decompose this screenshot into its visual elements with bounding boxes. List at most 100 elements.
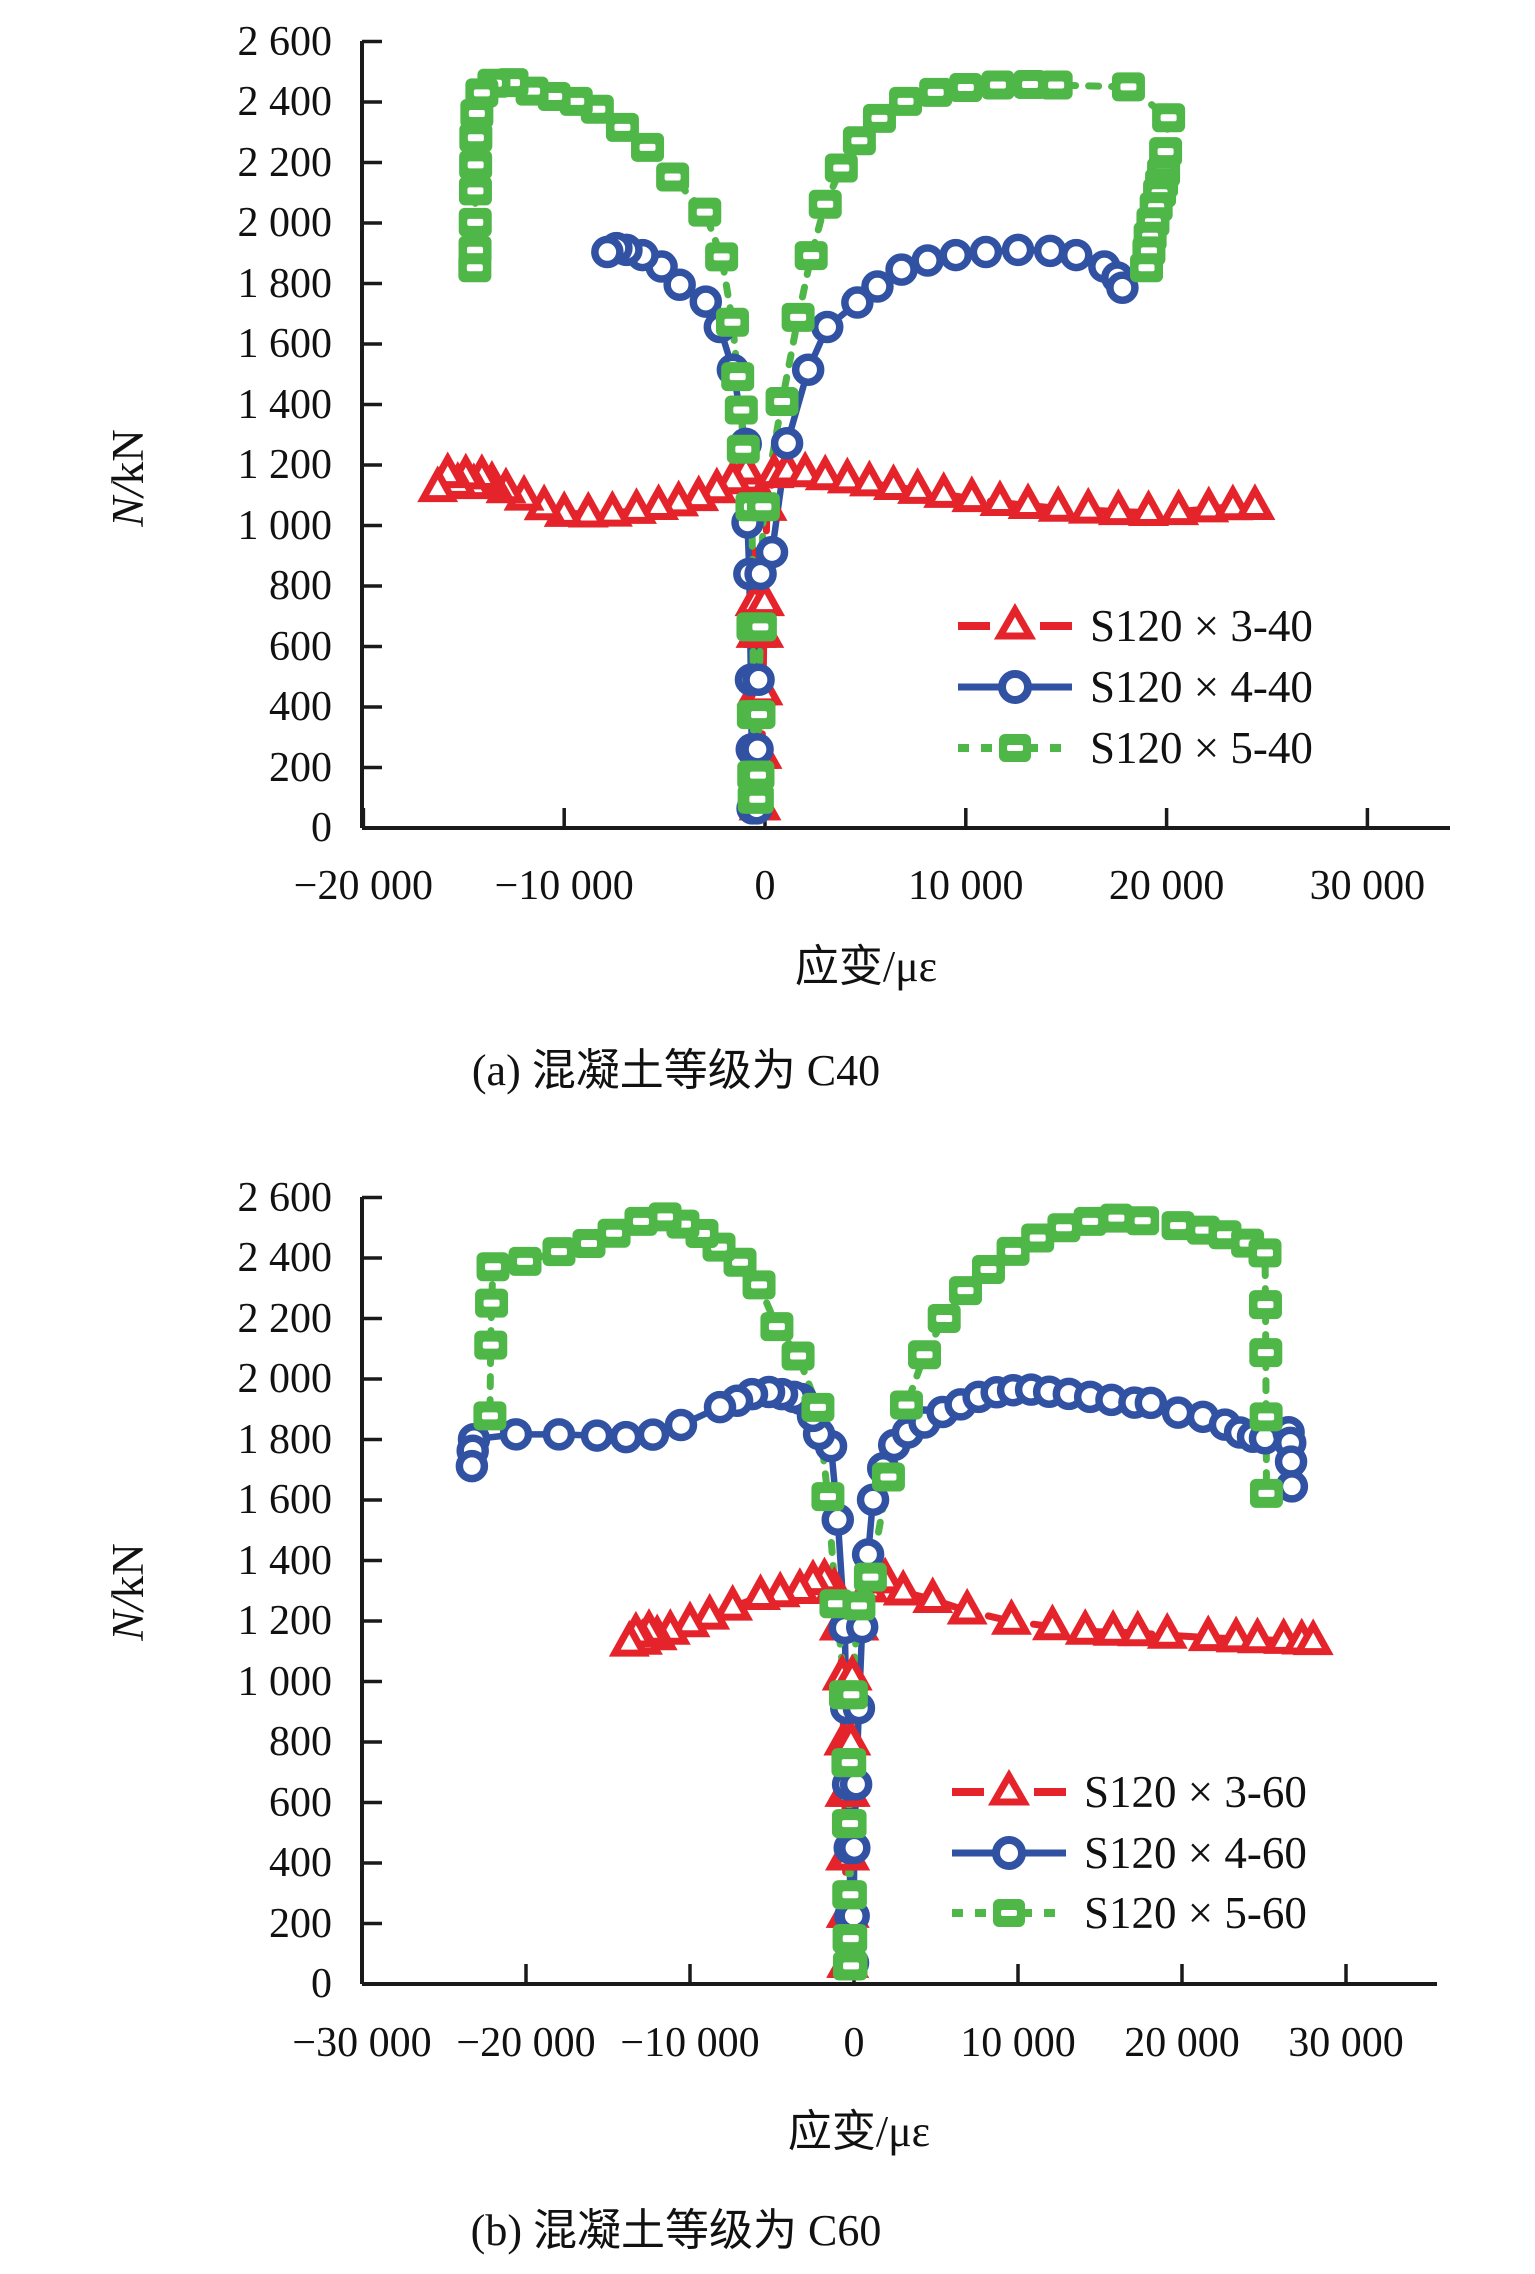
circle-marker — [609, 1420, 643, 1454]
circle-marker — [1275, 1470, 1309, 1503]
y-tick-label: 400 — [269, 684, 332, 730]
circle-marker — [663, 268, 696, 301]
y-tick-label: 2 200 — [237, 139, 333, 186]
circle-marker — [542, 1418, 576, 1451]
circle-marker — [689, 285, 723, 318]
triangle-marker — [979, 479, 1021, 517]
x-tick-label: −30 000 — [292, 2020, 432, 2066]
triangle-marker — [1234, 483, 1276, 520]
circle-marker — [885, 253, 918, 286]
triangle-marker — [1292, 1618, 1334, 1656]
legend-label: S120 × 5-60 — [1084, 1888, 1307, 1938]
circle-marker — [664, 1408, 698, 1442]
x-tick-label: 0 — [843, 2020, 865, 2066]
y-tick-label: 1 000 — [237, 1658, 333, 1705]
triangle-marker — [678, 474, 720, 512]
triangle-marker — [1031, 1603, 1073, 1641]
triangle-marker — [923, 471, 965, 508]
circle-marker — [742, 663, 775, 697]
triangle-marker — [616, 487, 657, 524]
circle-marker — [591, 235, 624, 269]
y-tick-label: 1 000 — [237, 502, 333, 549]
y-tick-label: 800 — [269, 563, 332, 609]
circle-marker — [455, 1449, 489, 1483]
triangle-marker — [567, 490, 609, 528]
y-tick-label: 1 400 — [237, 381, 333, 428]
legend-label: S120 × 5-40 — [1090, 723, 1313, 773]
legend-row: S120 × 3-60 — [950, 1764, 1307, 1820]
legend-label: S120 × 3-40 — [1090, 601, 1313, 651]
triangle-marker — [1128, 489, 1169, 526]
y-tick-label: 2 200 — [237, 1295, 333, 1342]
legend-marker-circle-icon — [958, 670, 1072, 704]
y-tick-label: 1 200 — [237, 442, 333, 488]
y-tick-label: 0 — [311, 1961, 332, 2007]
x-tick-label: 0 — [754, 863, 776, 909]
triangle-marker — [873, 463, 914, 500]
triangle-marker — [951, 475, 993, 513]
triangle-marker — [912, 1576, 954, 1614]
x-tick-label: 10 000 — [960, 2020, 1076, 2066]
triangle-marker — [1236, 1616, 1278, 1654]
circle-marker — [861, 270, 894, 303]
triangle-marker — [1097, 488, 1139, 526]
triangle-marker — [1158, 488, 1200, 526]
y-tick-label: 200 — [269, 744, 332, 791]
circle-marker — [703, 1390, 737, 1424]
triangle-marker — [669, 1600, 711, 1638]
circle-marker — [741, 733, 774, 766]
legend-row: S120 × 4-60 — [950, 1825, 1307, 1881]
triangle-marker — [826, 456, 868, 494]
triangle-marker — [712, 1583, 754, 1621]
circle-marker — [1134, 1386, 1168, 1420]
x-tick-label: 20 000 — [1108, 863, 1225, 909]
circle-marker — [580, 1419, 614, 1452]
triangle-marker — [1064, 1608, 1106, 1645]
y-tick-label: 1 400 — [237, 1537, 333, 1584]
legend-row: S120 × 5-40 — [956, 720, 1313, 776]
triangle-marker — [1037, 485, 1079, 522]
triangle-marker — [740, 1573, 781, 1610]
y-tick-label: 1 600 — [237, 1477, 333, 1523]
legend-row: S120 × 4-40 — [956, 659, 1313, 715]
circle-marker — [1161, 1396, 1195, 1429]
x-axis-label-b: 应变/με — [787, 2107, 931, 2156]
y-tick-label: 1 800 — [237, 1416, 333, 1463]
circle-marker — [755, 535, 789, 569]
y-axis-label-a: N/kN — [103, 429, 153, 527]
circle-marker — [791, 353, 825, 386]
triangle-marker — [689, 1592, 731, 1630]
triangle-marker — [946, 1587, 988, 1625]
legend-marker-square-icon — [952, 1899, 1066, 1927]
triangle-marker — [1067, 486, 1109, 524]
legend-marker-triangle-icon — [952, 1768, 1066, 1806]
x-tick-label: 30 000 — [1288, 2020, 1404, 2066]
legend-marker-circle-icon — [952, 1836, 1066, 1870]
x-tick-label: −20 000 — [293, 863, 433, 909]
y-tick-label: 1 600 — [237, 321, 333, 367]
caption-a: (a) 混凝土等级为 C40 — [471, 1046, 881, 1095]
triangle-marker — [591, 489, 633, 527]
y-tick-label: 200 — [269, 1900, 332, 1947]
legend-label: S120 × 4-40 — [1090, 662, 1313, 712]
triangle-marker — [804, 453, 846, 491]
y-axis-label-b: N/kN — [103, 1543, 153, 1641]
triangle-marker — [897, 467, 939, 504]
circle-marker — [636, 1418, 670, 1451]
y-tick-label: 2 600 — [237, 1174, 333, 1221]
circle-marker — [838, 1831, 871, 1865]
legend-marker-triangle-icon — [958, 602, 1072, 640]
y-tick-label: 2 600 — [237, 18, 333, 65]
circle-marker — [1001, 233, 1035, 267]
y-tick-label: 600 — [269, 1779, 332, 1826]
x-tick-label: 30 000 — [1309, 863, 1426, 909]
series-line — [471, 79, 758, 803]
legend-row: S120 × 3-40 — [956, 598, 1313, 654]
triangle-marker — [608, 1619, 650, 1657]
series-line — [468, 1388, 855, 1967]
circle-marker — [939, 238, 973, 272]
y-tick-label: 400 — [269, 1840, 332, 1886]
y-tick-label: 2 400 — [237, 1235, 333, 1281]
